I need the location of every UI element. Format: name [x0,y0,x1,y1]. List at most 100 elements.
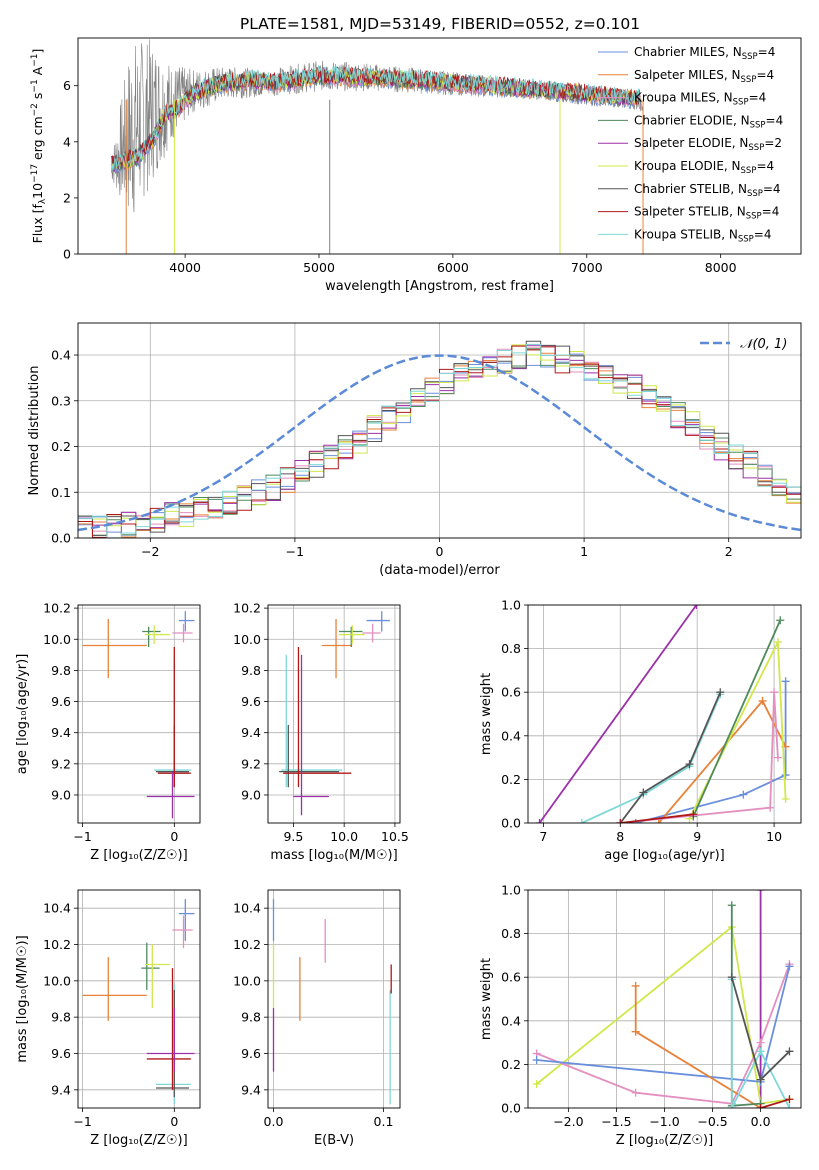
y-tick-label: 4 [63,134,71,149]
y-tick-label: 0.2 [501,1057,521,1072]
series-marker [766,803,775,812]
data-point [366,611,390,632]
panel-age_vs_mass: 9.5 10.0 10.5 9.0 9.2 9.4 9.6 9.8 10.0 10.2 mass [… [233,601,409,863]
axes-frame [527,604,802,824]
y-tick-label: 9.4 [241,725,261,740]
axes-frame [77,889,201,1109]
series-line [635,681,787,823]
y-tick-label: 10.2 [43,937,71,952]
x-axis-label: mass [log₁₀(M/M☉)] [270,848,397,863]
data-point [82,619,147,679]
series-marker [781,677,790,686]
series-marker [756,1038,765,1047]
series-marker [785,962,794,971]
series-marker [756,890,765,894]
panel-mass_vs_Z: −1 0 9.4 9.6 9.8 10.0 10.2 10.4 Z [log₁₀(Z/Z☉)] m… [15,889,201,1148]
y-tick-label: 9.6 [51,694,71,709]
y-tick-label: 0.2 [51,439,71,454]
legend-item: Salpeter ELODIE, NSSP=2 [598,136,782,153]
x-axis-label: Z [log₁₀(Z/Z☉)] [90,848,187,863]
series-line [658,699,787,823]
data-point [362,623,381,643]
x-tick-label: 10.5 [381,829,409,844]
x-tick-label: 8000 [705,260,737,275]
panel-spectrum: Chabrier MILES, NSSP=4 Salpeter MILES, NS… [30,37,802,294]
data-point [144,944,170,1009]
data-point [279,724,340,788]
y-tick-label: 6 [63,78,71,93]
plot-area [268,890,400,1108]
panel-residuals: 𝒩(0, 1) −2 −1 0 1 2 0.0 0.1 0.2 0.3 0.4 (data-model… [27,322,802,578]
x-tick-label: 0.1 [374,1114,394,1129]
x-tick-label: 9 [693,829,701,844]
series-line [620,813,694,823]
data-point [178,611,195,632]
series-line [730,979,791,1108]
legend-label: Kroupa STELIB, NSSP=4 [634,227,772,244]
x-tick-label: −1.0 [649,1114,679,1129]
residual-histogram [78,348,801,536]
data-point [339,625,365,644]
data-point [157,647,191,788]
series-marker [577,819,586,823]
data-point [293,654,329,816]
plot-area [78,323,801,538]
x-axis-label: age [log₁₀(age/yr)] [604,848,725,863]
x-tick-label: 0 [170,1114,178,1129]
observed-spectrum-line [111,39,644,213]
x-axis-label: wavelength [Angstrom, rest frame] [325,279,554,294]
y-tick-label: 10.0 [43,632,71,647]
normal-curve [78,354,801,532]
plot-area [78,890,200,1108]
series-marker [739,790,748,799]
panel-age_vs_Z: −1 0 9.0 9.2 9.4 9.6 9.8 10.0 10.2 Z [log₁₀(Z/Z☉)… [15,601,201,863]
y-tick-label: 1.0 [501,598,521,613]
y-axis-label: age [log₁₀(age/yr)] [15,654,30,775]
legend-label: Kroupa MILES, NSSP=4 [634,91,766,108]
y-tick-label: 9.6 [241,694,261,709]
series-marker [773,753,782,762]
series-line [620,692,779,823]
y-tick-label: 9.8 [51,1010,71,1025]
x-tick-label: −0.5 [697,1114,727,1129]
y-tick-label: 0.0 [501,816,521,831]
y-tick-label: 0.0 [51,531,71,546]
data-point [154,654,191,788]
series-marker [639,788,648,797]
series-marker [781,795,790,804]
series-marker [785,1104,794,1108]
y-axis-label: mass [log₁₀(M/M☉)] [15,935,30,1062]
legend-label: 𝒩(0, 1) [740,337,787,352]
y-tick-label: 0.6 [501,970,521,985]
data-point [281,654,343,788]
series-line [538,605,698,823]
y-tick-label: 1.0 [501,883,521,898]
y-tick-label: 0.6 [501,685,521,700]
series-marker [631,981,640,990]
y-tick-label: 9.8 [241,663,261,678]
legend-label: Chabrier ELODIE, NSSP=4 [634,113,783,130]
data-point [321,619,353,679]
data-point [172,915,193,949]
y-tick-label: 10.0 [233,973,261,988]
y-tick-label: 0.8 [501,926,521,941]
x-tick-label: 0 [170,829,178,844]
residual-histogram [78,345,801,538]
y-tick-label: 0.4 [51,348,71,363]
x-tick-label: 2 [725,544,733,559]
y-axis-label: Flux [fλ10−17 erg cm−2 s−1 A−1] [30,49,48,244]
series-marker [776,616,785,625]
series-marker [692,605,701,609]
y-tick-label: 10.2 [233,601,261,616]
legend-label: Salpeter STELIB, NSSP=4 [634,205,779,222]
series-marker [758,696,767,705]
series-marker [631,1027,640,1036]
x-tick-label: 1 [580,544,588,559]
x-tick-label: −2.0 [553,1114,583,1129]
y-tick-label: 0.1 [51,485,71,500]
plot-area [111,39,644,254]
x-axis-label: Z [log₁₀(Z/Z☉)] [90,1133,187,1148]
residual-histogram [78,345,801,536]
y-tick-label: 10.2 [233,937,261,952]
data-point [172,623,193,643]
